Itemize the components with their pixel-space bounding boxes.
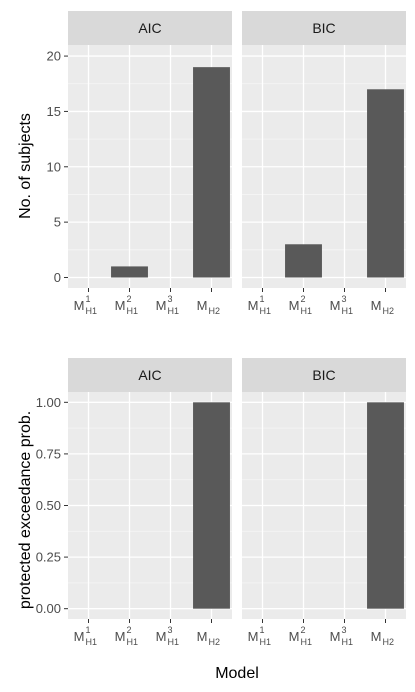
x-tick-label-main: M (330, 629, 341, 644)
y-tick-label: 5 (54, 215, 61, 230)
x-tick-label-main: M (115, 298, 126, 313)
x-tick-label-sup: 2 (127, 625, 132, 635)
facet-strip-bic (242, 358, 406, 392)
x-tick-label-sub: H1 (127, 306, 139, 316)
facet-strip-aic (68, 11, 232, 45)
x-tick-label-sub: H1 (301, 306, 313, 316)
x-tick-label: M H2 (371, 298, 394, 316)
x-tick-label-main: M (289, 629, 300, 644)
facet-strip-bic (242, 11, 406, 45)
x-tick-label-sup: 3 (342, 294, 347, 304)
x-tick-label: M H1 2 (115, 294, 138, 316)
x-tick-label-sub: H1 (86, 306, 98, 316)
x-tick-label-sup: 2 (301, 294, 306, 304)
bar-bic-M_H2 (367, 402, 404, 609)
x-tick-label-main: M (197, 629, 208, 644)
x-tick-label-sub: H1 (301, 637, 313, 647)
x-tick-label-sub: H1 (86, 637, 98, 647)
x-tick-label: M H1 2 (289, 294, 312, 316)
x-tick-label-sub: H1 (342, 637, 354, 647)
y-axis-title-0: No. of subjects (17, 113, 34, 219)
y-tick-label: 1.00 (36, 395, 61, 410)
x-tick-label-main: M (115, 629, 126, 644)
x-tick-label-sup: 1 (260, 625, 265, 635)
x-tick-label-sup: 2 (301, 625, 306, 635)
facet-strip-label: AIC (138, 20, 161, 36)
x-tick-label: M H1 3 (156, 294, 179, 316)
x-tick-label-sub: H2 (383, 637, 395, 647)
y-tick-label: 0.25 (36, 550, 61, 565)
x-tick-label-main: M (197, 298, 208, 313)
x-tick-label-main: M (371, 629, 382, 644)
x-tick-label-main: M (248, 298, 259, 313)
x-tick-label: M H1 3 (330, 625, 353, 647)
bar-bic-M_H1^2 (285, 244, 322, 278)
x-tick-label-sub: H2 (383, 306, 395, 316)
x-tick-label-sup: 3 (168, 625, 173, 635)
x-tick-label-sup: 1 (86, 294, 91, 304)
x-tick-label-sub: H1 (168, 637, 180, 647)
x-tick-label: M H1 1 (248, 294, 271, 316)
x-tick-label-sup: 3 (168, 294, 173, 304)
x-tick-label: M H1 2 (289, 625, 312, 647)
x-tick-label: M H1 3 (330, 294, 353, 316)
x-tick-label: M H2 (197, 629, 220, 647)
x-tick-label-sub: H2 (209, 306, 221, 316)
y-axis-title-1: protected exceedance prob. (17, 411, 34, 609)
bar-aic-M_H1^2 (111, 266, 148, 278)
y-tick-label: 0.50 (36, 498, 61, 513)
x-tick-label-main: M (289, 298, 300, 313)
x-tick-label-sup: 3 (342, 625, 347, 635)
facet-strip-label: AIC (138, 367, 161, 383)
x-tick-label: M H2 (197, 298, 220, 316)
x-tick-label-main: M (74, 629, 85, 644)
bar-aic-M_H2 (193, 402, 230, 609)
x-tick-label-sub: H1 (260, 306, 272, 316)
x-tick-label: M H1 1 (248, 625, 271, 647)
x-tick-label-main: M (330, 298, 341, 313)
x-tick-label-sup: 1 (260, 294, 265, 304)
facet-strip-aic (68, 358, 232, 392)
y-tick-label: 15 (47, 104, 61, 119)
x-tick-label-sup: 1 (86, 625, 91, 635)
x-tick-label-main: M (156, 298, 167, 313)
facet-strip-label: BIC (312, 367, 335, 383)
y-tick-label: 0.75 (36, 446, 61, 461)
x-tick-label-main: M (156, 629, 167, 644)
y-tick-label: 20 (47, 49, 61, 64)
x-tick-label: M H1 3 (156, 625, 179, 647)
y-tick-label: 10 (47, 159, 61, 174)
x-tick-label-main: M (371, 298, 382, 313)
y-tick-label: 0 (54, 270, 61, 285)
x-tick-label: M H2 (371, 629, 394, 647)
x-tick-label: M H1 2 (115, 625, 138, 647)
x-tick-label-sub: H1 (168, 306, 180, 316)
x-tick-label: M H1 1 (74, 625, 97, 647)
x-tick-label-sub: H2 (209, 637, 221, 647)
x-tick-label-main: M (74, 298, 85, 313)
facet-strip-label: BIC (312, 20, 335, 36)
x-tick-label-sup: 2 (127, 294, 132, 304)
bar-aic-M_H2 (193, 67, 230, 278)
bar-bic-M_H2 (367, 89, 404, 278)
x-tick-label-main: M (248, 629, 259, 644)
x-tick-label-sub: H1 (342, 306, 354, 316)
x-tick-label-sub: H1 (127, 637, 139, 647)
x-tick-label-sub: H1 (260, 637, 272, 647)
y-tick-label: 0.00 (36, 601, 61, 616)
x-tick-label: M H1 1 (74, 294, 97, 316)
x-axis-title: Model (215, 665, 259, 682)
